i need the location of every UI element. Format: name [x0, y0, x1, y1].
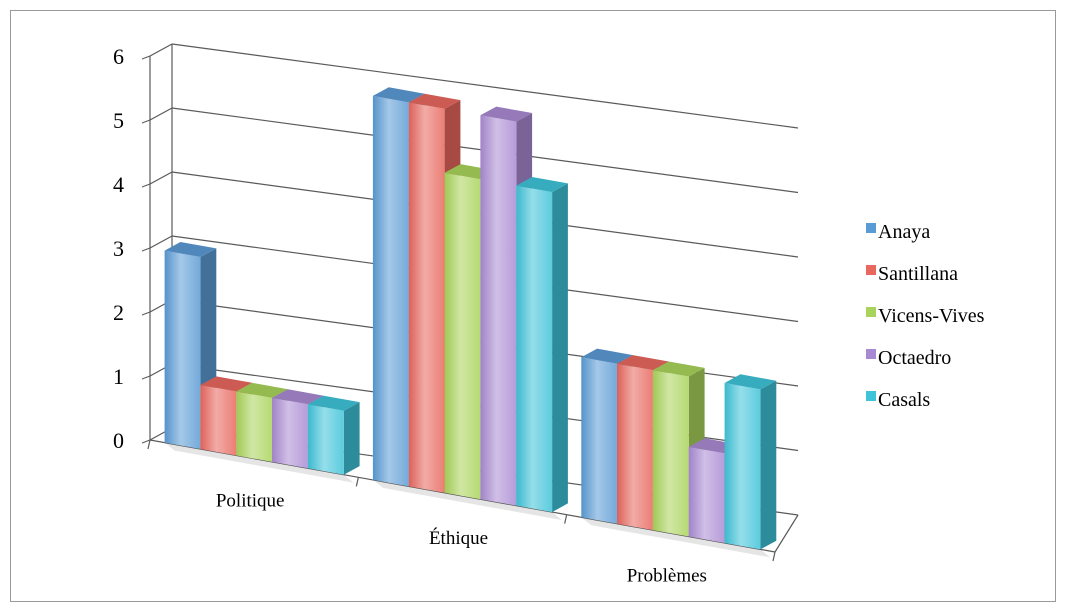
bar-top	[236, 382, 288, 398]
y-tick-label: 6	[113, 44, 124, 69]
y-tick-mark	[141, 311, 151, 316]
legend-label: Vicens-Vives	[878, 305, 985, 327]
y-tick-label: 4	[113, 172, 124, 197]
bar-shadow	[444, 492, 491, 508]
bar-shadow	[688, 536, 735, 551]
bar-top	[408, 93, 461, 109]
category-label: Politique	[216, 491, 285, 512]
bar-front	[236, 391, 273, 462]
bar-front	[164, 250, 201, 449]
x-tick-mark	[355, 477, 359, 487]
bar-front	[516, 185, 553, 513]
legend-swatch	[866, 349, 876, 359]
category-label: Éthique	[429, 527, 488, 549]
legend-swatch	[866, 391, 876, 401]
bar-shadow	[617, 523, 663, 539]
gridline	[171, 43, 799, 129]
bar-shadow	[164, 442, 211, 457]
bar-front	[408, 102, 445, 493]
x-tick-mark	[564, 514, 568, 524]
gridline-side	[149, 107, 173, 121]
bar-anaya-1	[164, 242, 217, 457]
bar-top	[617, 355, 669, 371]
bar-top	[516, 177, 568, 193]
bar-front	[652, 370, 689, 537]
floor-right-edge	[774, 514, 799, 553]
bar-casals-1	[307, 395, 360, 483]
bar-front	[581, 357, 618, 524]
bar-shadow	[652, 530, 699, 545]
y-tick-label: 5	[113, 108, 124, 133]
bar-front	[724, 383, 761, 550]
bars	[164, 87, 777, 558]
bar-top	[652, 361, 705, 377]
bar-top	[372, 87, 425, 103]
y-tick-mark	[141, 55, 151, 60]
bar-shadow	[200, 449, 247, 464]
bar-front	[272, 397, 308, 469]
category-label: Problèmes	[627, 565, 707, 586]
bar-shadow	[372, 479, 419, 495]
y-tick-label: 0	[113, 428, 124, 453]
legend-label: Casals	[878, 389, 930, 411]
bar-side	[760, 380, 777, 550]
bar-shadow	[236, 455, 283, 470]
x-tick-mark	[147, 439, 151, 450]
y-tick-mark	[141, 183, 151, 188]
legend-swatch	[866, 223, 876, 233]
bar-top	[272, 389, 324, 405]
bar-front	[307, 404, 344, 475]
bar-shadow	[307, 468, 354, 483]
bar-top	[581, 348, 633, 364]
y-tick-label: 3	[113, 236, 124, 261]
bar-casals-3	[724, 374, 777, 558]
legend-swatch	[866, 307, 876, 317]
legend: Anaya Santillana Vicens-Vives Octaedro Casal…	[866, 221, 985, 411]
gridline-side	[149, 171, 173, 185]
bar-shadow	[408, 486, 455, 501]
bar-front	[444, 172, 481, 500]
bar-side	[343, 402, 360, 475]
bar-front	[200, 385, 237, 456]
gridline-side	[149, 43, 173, 57]
legend-swatch	[866, 265, 876, 275]
legend-label: Octaedro	[878, 347, 951, 369]
bar-shadow	[724, 543, 771, 558]
y-tick-mark	[141, 439, 151, 444]
bar-front	[617, 363, 653, 531]
bar-casals-2	[516, 177, 568, 521]
y-tick-label: 1	[113, 364, 124, 389]
bar-shadow	[272, 461, 318, 477]
bar-top	[200, 376, 253, 392]
bar-front	[372, 95, 409, 487]
bar-top	[724, 374, 777, 390]
bar-front	[688, 446, 725, 543]
x-tick-mark	[772, 551, 776, 562]
y-tick-mark	[141, 375, 151, 380]
bar-shadow	[480, 499, 527, 514]
legend-label: Santillana	[878, 263, 958, 285]
bar-shadow	[516, 505, 563, 521]
y-tick-label: 2	[113, 300, 124, 325]
bar-side	[552, 183, 568, 513]
bar-top	[164, 242, 217, 257]
y-tick-labels: 0 1 2 3 4 5 6	[113, 44, 124, 453]
gridline-side	[149, 235, 173, 249]
bar-top	[480, 106, 533, 122]
bar-shadow	[581, 517, 628, 532]
bar-front	[480, 115, 517, 506]
legend-label: Anaya	[878, 221, 930, 243]
bar-top	[307, 395, 360, 411]
y-tick-mark	[141, 119, 151, 124]
y-tick-mark	[141, 247, 151, 252]
category-labels: Politique Éthique Problèmes	[216, 491, 707, 587]
